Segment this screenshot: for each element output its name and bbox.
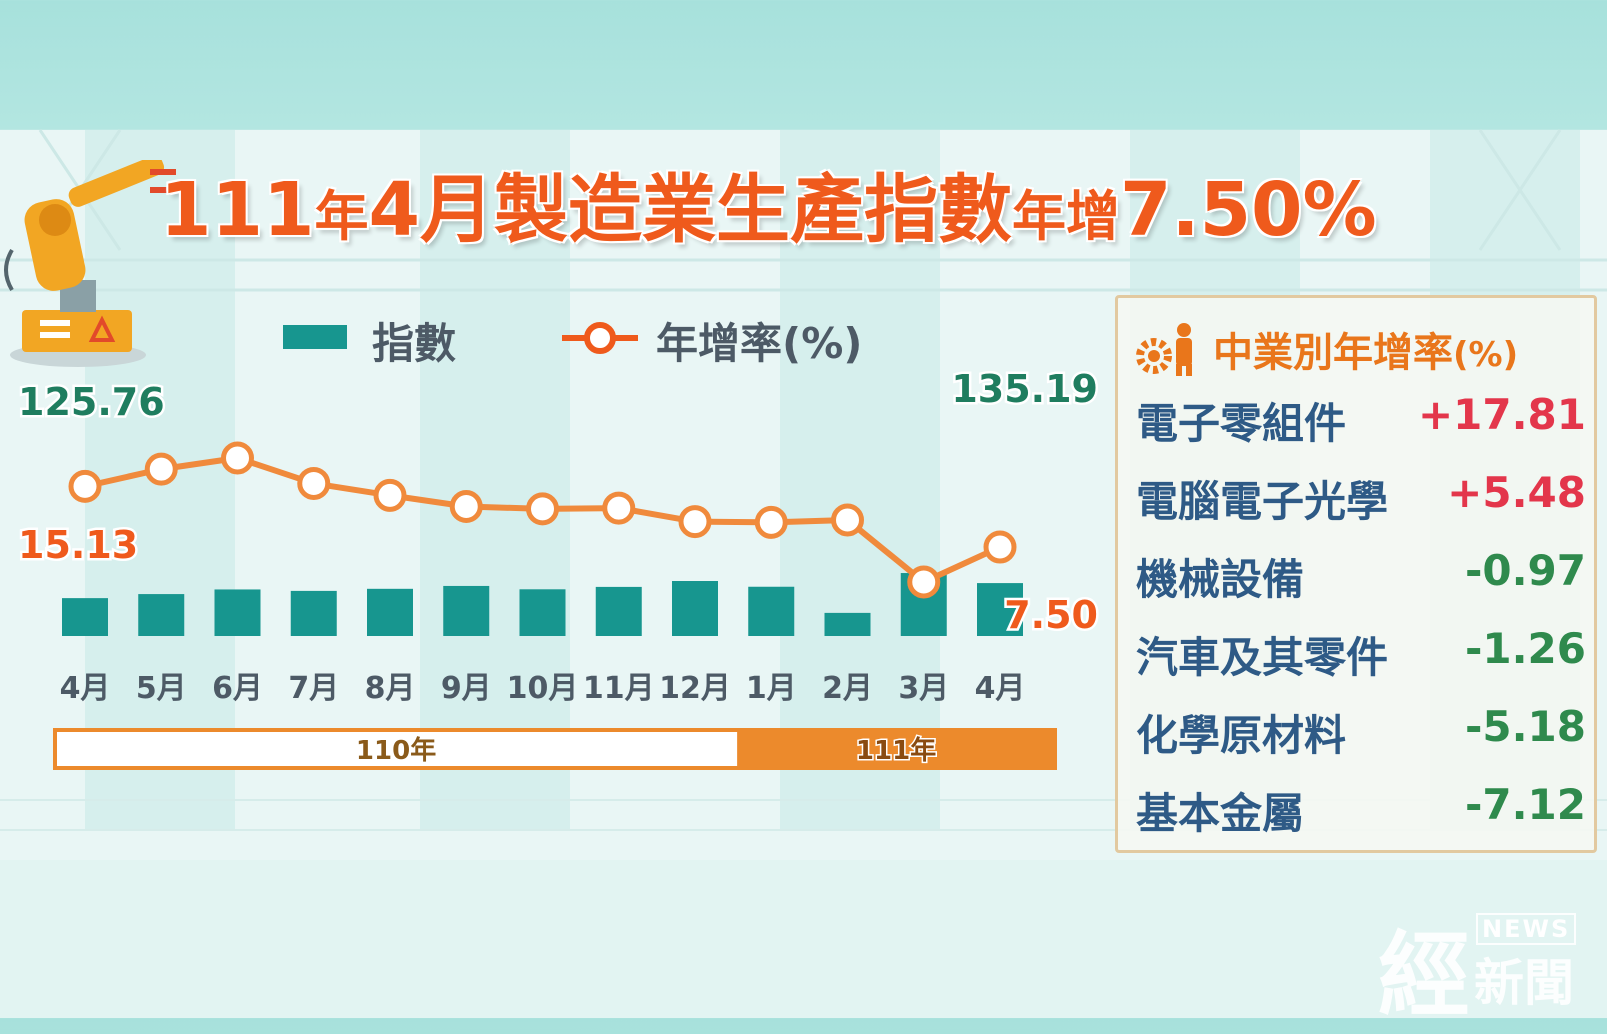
last-bar-value-label: 135.19 <box>951 367 1098 411</box>
industry-value: +5.48 <box>1447 468 1586 517</box>
legend-line-label: 年增率(%) <box>656 319 863 368</box>
logo-zh: 新聞 <box>1474 953 1574 1012</box>
year-group-111-label: 111年 <box>856 735 936 766</box>
title-part-year-unit: 年 <box>314 185 369 248</box>
x-tick-label: 4月 <box>60 671 111 706</box>
first-rate-value-label: 15.13 <box>18 523 138 567</box>
x-tick-label: 7月 <box>288 671 339 706</box>
index-bar <box>367 588 413 636</box>
industry-value: -1.26 <box>1464 624 1586 673</box>
production-index-chart: 4月 5月 6月 7月 8月 9月 10月 11月 12月 1月 2月 3月 4月 125.76 135.1… <box>16 365 1100 770</box>
gear-worker-icon <box>1136 323 1192 376</box>
x-tick-label: 3月 <box>898 671 949 706</box>
industry-growth-panel: 中業別年增率(%) 電子零組件 +17.81 電腦電子光學 +5.48 機械設備 -0.9… <box>1115 295 1597 853</box>
panel-title-unit: (%) <box>1453 335 1519 375</box>
title-part-rate: 7.50% <box>1119 167 1377 253</box>
legend-bar-label: 指數 <box>372 319 457 368</box>
x-tick-label: 1月 <box>746 671 797 706</box>
index-bar <box>138 594 185 636</box>
industry-value: -7.12 <box>1464 780 1586 829</box>
index-bar <box>824 612 871 636</box>
growth-rate-point <box>449 489 483 523</box>
panel-title-text: 中業別年增率 <box>1213 330 1453 376</box>
index-bar <box>62 598 108 636</box>
title-part-month: 4月 <box>368 167 494 253</box>
industry-name: 電腦電子光學 <box>1136 477 1389 526</box>
growth-rate-point <box>831 503 864 537</box>
industry-row: 機械設備 -0.97 <box>1136 546 1586 606</box>
growth-rate-point <box>907 565 941 599</box>
x-tick-label: 11月 <box>583 671 655 706</box>
industry-value: -0.97 <box>1464 546 1586 595</box>
last-rate-value-label: 7.50 <box>1004 593 1098 637</box>
growth-rate-point <box>754 505 788 539</box>
growth-rate-point <box>68 469 102 503</box>
industry-name: 化學原材料 <box>1136 711 1347 760</box>
growth-rate-point <box>526 492 559 526</box>
logo-en: NEWS <box>1476 913 1577 945</box>
industry-name: 基本金屬 <box>1136 789 1305 838</box>
legend-bar-swatch <box>283 325 347 349</box>
logo-main-char: 經 <box>1378 921 1471 1029</box>
panel-title: 中業別年增率(%) <box>1213 320 1518 378</box>
index-bar <box>214 589 261 636</box>
x-tick-label: 10月 <box>507 671 579 706</box>
growth-rate-point <box>144 452 178 486</box>
robot-arm-icon <box>4 160 176 367</box>
growth-rate-point <box>602 491 636 525</box>
year-group-110-label: 110年 <box>356 735 436 766</box>
industry-row: 電子零組件 +17.81 <box>1136 390 1586 450</box>
x-tick-label: 9月 <box>441 671 492 706</box>
x-tick-label: 5月 <box>136 671 187 706</box>
title-part-year-number: 111 <box>160 167 315 253</box>
index-bar <box>672 581 718 636</box>
growth-rate-point <box>678 505 712 539</box>
legend-line-marker-icon <box>562 322 638 354</box>
index-bar <box>595 586 642 636</box>
index-bar <box>443 585 490 636</box>
growth-rate-point <box>221 441 254 475</box>
x-tick-label: 6月 <box>212 671 263 706</box>
title-part-growth: 年增 <box>1011 185 1120 248</box>
x-tick-label: 4月 <box>975 671 1026 706</box>
industry-row: 電腦電子光學 +5.48 <box>1136 468 1586 528</box>
industry-value: +17.81 <box>1417 390 1586 439</box>
industry-name: 汽車及其零件 <box>1136 633 1389 682</box>
first-bar-value-label: 125.76 <box>18 380 165 424</box>
industry-name: 機械設備 <box>1136 555 1305 604</box>
x-tick-label: 8月 <box>365 671 416 706</box>
title-part-subject: 製造業生產指數 <box>493 167 1012 253</box>
index-bar <box>519 589 566 636</box>
industry-value: -5.18 <box>1464 702 1586 751</box>
chart-title: 111年4月製造業生產指數年增7.50% <box>160 150 1560 260</box>
industry-row: 基本金屬 -7.12 <box>1136 780 1586 840</box>
index-bar <box>748 586 795 636</box>
x-tick-label: 2月 <box>822 671 873 706</box>
growth-rate-point <box>983 530 1017 564</box>
x-tick-label: 12月 <box>659 671 731 706</box>
news-logo: 經 NEWS 新聞 <box>1378 905 1598 1029</box>
industry-name: 電子零組件 <box>1136 399 1347 448</box>
index-bar <box>977 583 1023 636</box>
growth-rate-point <box>297 466 331 500</box>
index-bar <box>290 590 337 636</box>
industry-row: 汽車及其零件 -1.26 <box>1136 624 1586 684</box>
year-group-111-fill <box>737 732 1053 766</box>
industry-row: 化學原材料 -5.18 <box>1136 702 1586 762</box>
growth-rate-point <box>373 478 407 512</box>
